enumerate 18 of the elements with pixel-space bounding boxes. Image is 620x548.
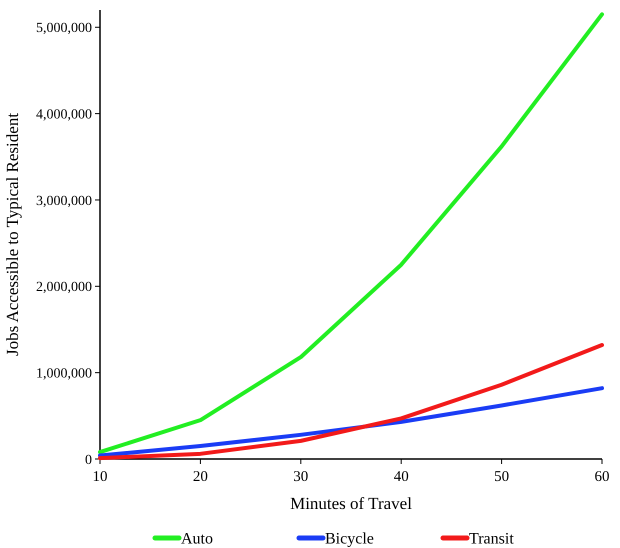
legend-label: Auto	[181, 530, 213, 548]
y-tick-label: 3,000,000	[36, 194, 92, 209]
x-axis-title: Minutes of Travel	[290, 494, 412, 513]
line-series	[98, 12, 604, 454]
y-tick-label: 2,000,000	[36, 280, 92, 296]
x-tick-label: 10	[92, 469, 108, 485]
y-axis-title: Jobs Accessible to Typical Resident	[3, 112, 22, 356]
y-tick-label: 4,000,000	[36, 108, 92, 123]
x-tick-label: 60	[594, 469, 610, 485]
y-tick-label: 5,000,000	[36, 21, 92, 36]
x-tick-label: 30	[293, 469, 308, 485]
x-tick-label: 40	[394, 469, 409, 485]
y-tick-label: 1,000,000	[36, 366, 92, 382]
legend-label: Bicycle	[325, 530, 374, 548]
x-tick-label: 50	[494, 469, 510, 485]
y-tick-label: 0	[85, 452, 92, 468]
x-tick-label: 20	[192, 469, 208, 485]
legend-label: Transit	[469, 530, 514, 548]
